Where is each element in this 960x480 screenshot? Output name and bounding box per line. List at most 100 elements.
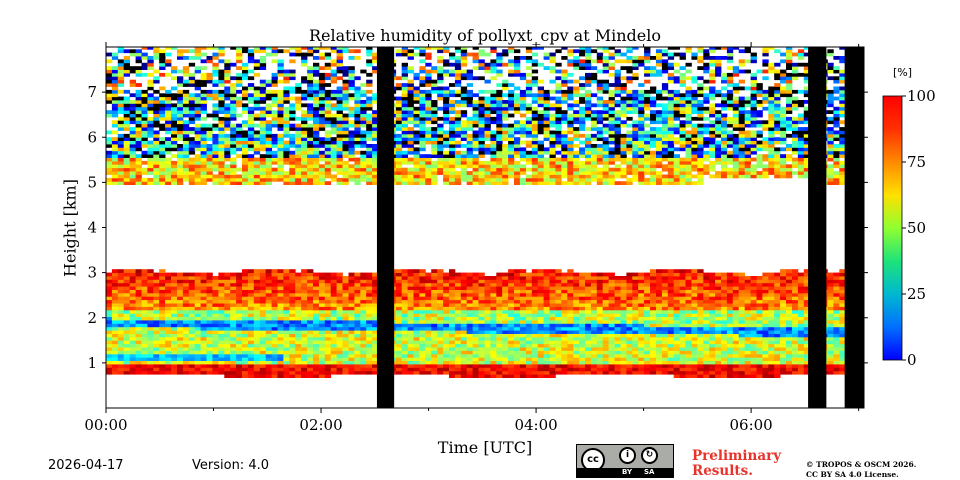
heatmap-cell	[395, 116, 403, 121]
heatmap-cell	[372, 326, 379, 331]
heatmap-cell	[236, 316, 243, 321]
heatmap-cell	[366, 137, 373, 141]
heatmap-cell	[277, 100, 284, 104]
heatmap-cell	[182, 350, 190, 355]
heatmap-cell	[342, 316, 349, 321]
heatmap-cell	[301, 133, 308, 138]
heatmap-cell	[508, 144, 515, 148]
heatmap-cell	[419, 154, 426, 158]
heatmap-cell	[271, 133, 278, 138]
heatmap-cell	[242, 374, 249, 378]
heatmap-cell	[407, 52, 414, 57]
heatmap-cell	[425, 120, 432, 125]
heatmap-cell	[437, 269, 444, 273]
heatmap-cell	[182, 147, 190, 152]
heatmap-cell	[177, 137, 184, 141]
heatmap-cell	[111, 123, 119, 128]
heatmap-cell	[336, 133, 343, 138]
heatmap-cell	[407, 336, 414, 341]
heatmap-cell	[431, 140, 438, 145]
heatmap-cell	[313, 113, 320, 118]
heatmap-cell	[194, 353, 201, 358]
heatmap-cell	[171, 343, 178, 348]
heatmap-cell	[514, 316, 521, 321]
heatmap-cell	[324, 110, 332, 114]
heatmap-cell	[313, 364, 320, 368]
heatmap-cell	[230, 133, 237, 138]
heatmap-cell	[372, 343, 379, 348]
heatmap-cell	[277, 289, 284, 294]
heatmap-cell	[360, 120, 367, 125]
heatmap-cell	[413, 276, 420, 280]
heatmap-cell	[147, 279, 154, 284]
heatmap-cell	[123, 96, 130, 101]
heatmap-cell	[295, 333, 302, 338]
heatmap-cell	[525, 174, 533, 179]
heatmap-cell	[336, 150, 343, 155]
heatmap-cell	[135, 83, 142, 87]
heatmap-cell	[449, 181, 456, 185]
heatmap-cell	[159, 93, 166, 98]
heatmap-cell	[224, 157, 231, 162]
heatmap-cell	[117, 323, 125, 328]
heatmap-cell	[567, 299, 574, 304]
heatmap-cell	[466, 93, 473, 98]
heatmap-cell	[336, 76, 343, 81]
heatmap-cell	[354, 103, 361, 108]
heatmap-cell	[230, 147, 237, 152]
heatmap-cell	[212, 160, 219, 165]
heatmap-cell	[247, 340, 255, 345]
heatmap-cell	[401, 347, 408, 351]
heatmap-cell	[206, 357, 213, 361]
heatmap-cell	[466, 326, 473, 331]
heatmap-cell	[425, 79, 432, 84]
heatmap-cell	[531, 330, 539, 334]
heatmap-cell	[182, 326, 190, 331]
heatmap-cell	[182, 160, 190, 165]
heatmap-cell	[188, 174, 196, 179]
heatmap-cell	[549, 353, 556, 358]
heatmap-cell	[555, 133, 562, 138]
heatmap-cell	[242, 181, 249, 185]
heatmap-cell	[212, 299, 219, 304]
heatmap-cell	[129, 130, 136, 135]
heatmap-cell	[224, 147, 231, 152]
heatmap-cell	[212, 313, 219, 317]
heatmap-cell	[330, 79, 337, 84]
heatmap-cell	[454, 56, 462, 60]
heatmap-cell	[413, 367, 420, 372]
heatmap-cell	[407, 313, 414, 317]
heatmap-cell	[336, 110, 343, 114]
heatmap-cell	[271, 96, 278, 101]
heatmap-cell	[141, 123, 148, 128]
heatmap-cell	[372, 306, 379, 311]
heatmap-cell	[153, 364, 160, 368]
heatmap-cell	[502, 289, 509, 294]
heatmap-cell	[502, 316, 509, 321]
heatmap-cell	[419, 292, 426, 297]
heatmap-cell	[159, 336, 166, 341]
heatmap-cell	[318, 56, 326, 60]
heatmap-cell	[283, 127, 290, 131]
heatmap-cell	[437, 140, 444, 145]
heatmap-cell	[472, 330, 479, 334]
heatmap-cell	[206, 309, 213, 314]
heatmap-cell	[478, 181, 485, 185]
heatmap-cell	[330, 360, 337, 365]
heatmap-cell	[265, 360, 272, 365]
heatmap-cell	[206, 47, 213, 50]
heatmap-cell	[502, 367, 509, 372]
heatmap-cell	[537, 292, 544, 297]
heatmap-cell	[330, 123, 337, 128]
heatmap-cell	[194, 316, 201, 321]
heatmap-cell	[271, 140, 278, 145]
heatmap-cell	[307, 360, 314, 365]
heatmap-cell	[200, 52, 207, 57]
heatmap-cell	[443, 116, 450, 121]
heatmap-cell	[212, 127, 219, 131]
heatmap-cell	[537, 330, 544, 334]
heatmap-cell	[496, 350, 503, 355]
heatmap-cell	[496, 130, 503, 135]
heatmap-cell	[449, 323, 456, 328]
heatmap-cell	[307, 144, 314, 148]
